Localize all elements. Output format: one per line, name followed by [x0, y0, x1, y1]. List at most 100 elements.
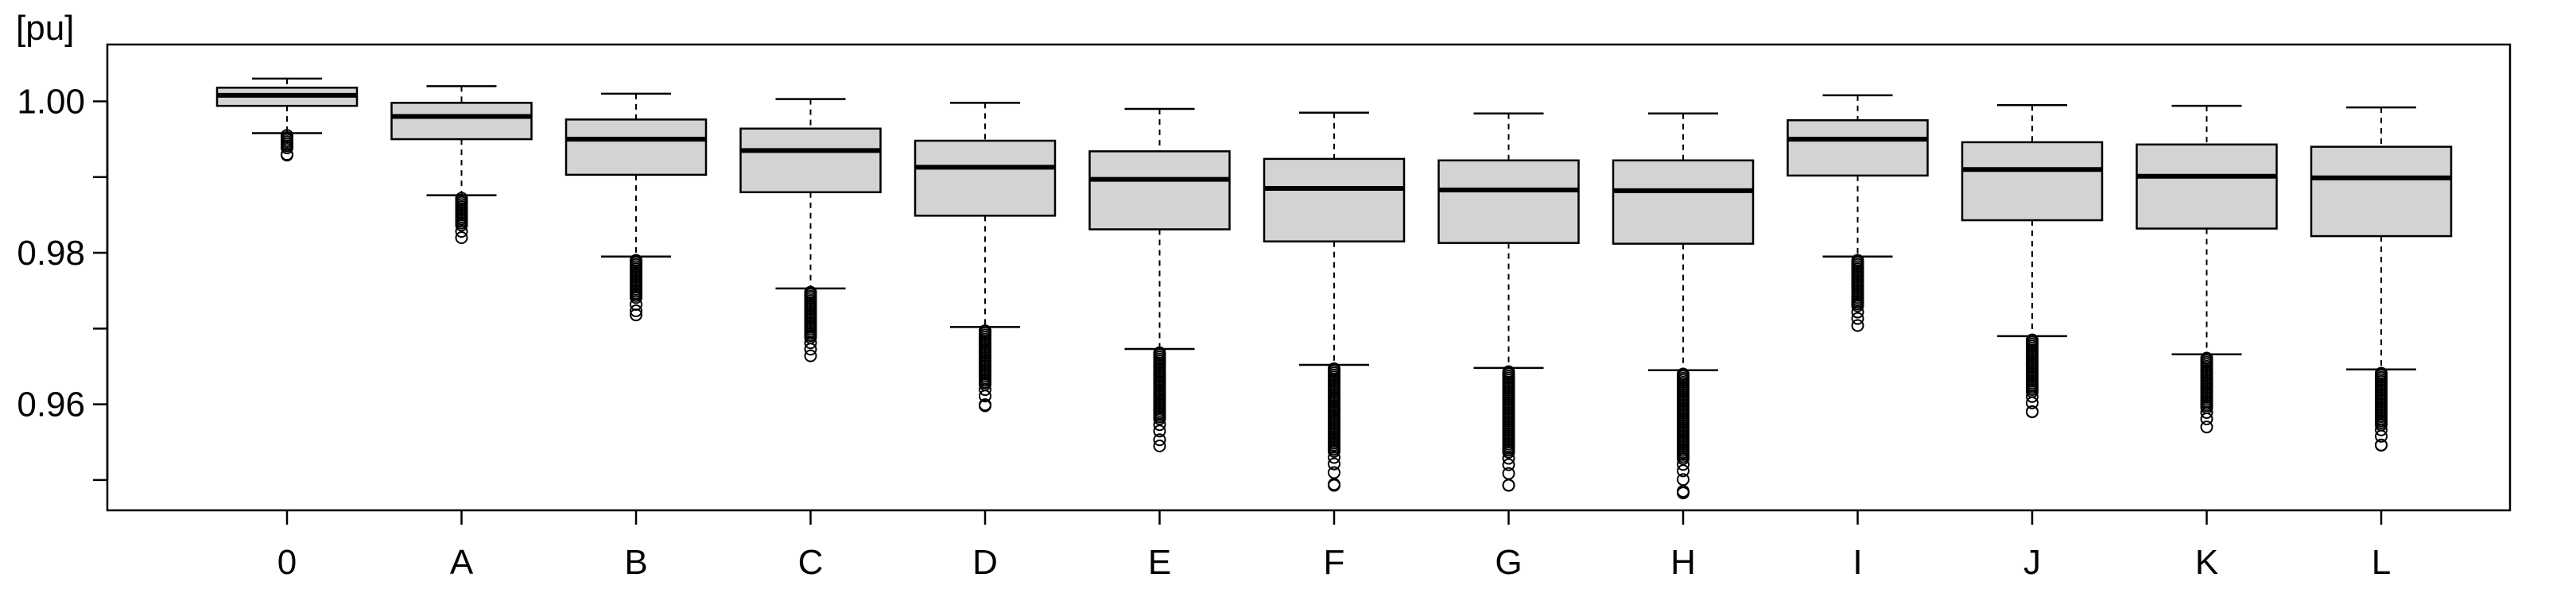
- outlier-point: [281, 149, 293, 162]
- box-J: [1961, 103, 2104, 419]
- box-G: [1437, 112, 1580, 492]
- iqr-box: [1787, 119, 1929, 177]
- outlier-point: [2375, 429, 2388, 443]
- outlier-point: [1153, 413, 1166, 426]
- y-tick-label: 0.98: [17, 234, 85, 273]
- outlier-point: [979, 390, 991, 403]
- outlier-point: [1677, 486, 1690, 500]
- outliers: [630, 254, 642, 322]
- iqr-box: [390, 102, 533, 141]
- outlier-point: [1502, 479, 1515, 492]
- x-tick-label: J: [2023, 543, 2041, 582]
- y-axis: 0.96 0.98 1.00: [17, 82, 109, 482]
- outlier-point: [2026, 405, 2039, 419]
- outliers: [1502, 365, 1515, 492]
- outlier-point: [1153, 418, 1166, 432]
- x-tick-label: C: [798, 543, 824, 582]
- iqr-box: [2310, 145, 2453, 238]
- outlier-point: [1677, 464, 1690, 478]
- outliers: [455, 192, 468, 244]
- outlier-point: [2200, 413, 2213, 426]
- outlier-point: [979, 383, 991, 397]
- iqr-box: [739, 127, 882, 194]
- x-tick-label: B: [624, 543, 647, 582]
- outlier-point: [1328, 457, 1340, 471]
- outlier-point: [1502, 452, 1515, 465]
- outlier-point: [1677, 458, 1690, 471]
- outlier-point: [2026, 396, 2039, 409]
- outlier-point: [1328, 479, 1340, 492]
- box-E: [1088, 107, 1231, 453]
- x-axis: 0 A B C D E F G H I J K L: [277, 510, 2391, 582]
- outlier-point: [281, 141, 293, 154]
- x-tick-label: E: [1148, 543, 1171, 582]
- outliers: [281, 129, 293, 162]
- outlier-point: [1851, 299, 1864, 312]
- outlier-point: [1153, 440, 1166, 453]
- outliers: [1851, 254, 1864, 332]
- outlier-point: [2200, 405, 2213, 419]
- outlier-point: [804, 336, 817, 350]
- outlier-point: [1502, 458, 1515, 471]
- box-C: [739, 98, 882, 362]
- iqr-box: [1961, 141, 2104, 222]
- box-B: [564, 92, 708, 322]
- outlier-point: [1328, 444, 1340, 458]
- box-A: [390, 85, 533, 244]
- outlier-point: [630, 304, 642, 318]
- outliers: [1328, 362, 1340, 492]
- outliers: [979, 324, 991, 413]
- x-tick-label: K: [2195, 543, 2218, 582]
- outlier-point: [2375, 423, 2388, 436]
- x-tick-label: G: [1495, 543, 1522, 582]
- outlier-point: [1153, 433, 1166, 447]
- outlier-point: [1851, 305, 1864, 319]
- x-tick-label: I: [1852, 543, 1862, 582]
- boxes: [215, 77, 2453, 500]
- x-tick-label: H: [1670, 543, 1696, 582]
- iqr-box: [1612, 159, 1755, 245]
- box-L: [2310, 106, 2453, 452]
- box-D: [914, 102, 1057, 413]
- outlier-point: [455, 219, 468, 232]
- y-tick-label: 1.00: [17, 82, 85, 121]
- y-axis-unit-label: [pu]: [16, 9, 74, 48]
- outlier-point: [804, 349, 817, 362]
- outlier-point: [455, 231, 468, 244]
- outlier-point: [2200, 421, 2213, 434]
- outlier-point: [1677, 452, 1690, 466]
- outlier-point: [1153, 424, 1166, 438]
- outlier-point: [1502, 446, 1515, 459]
- outliers: [2026, 333, 2039, 419]
- x-tick-label: A: [450, 543, 474, 582]
- x-tick-label: 0: [277, 543, 297, 582]
- iqr-box: [1263, 157, 1406, 242]
- outliers: [1153, 346, 1166, 453]
- outlier-point: [455, 225, 468, 238]
- box-I: [1787, 94, 1929, 332]
- y-tick-label: 0.96: [17, 386, 85, 424]
- iqr-box: [914, 139, 1057, 217]
- x-tick-label: D: [972, 543, 998, 582]
- box-0: [215, 77, 359, 162]
- outlier-point: [2026, 390, 2039, 403]
- x-tick-label: L: [2372, 543, 2391, 582]
- outliers: [804, 285, 817, 362]
- outliers: [2375, 366, 2388, 452]
- outlier-point: [630, 308, 642, 322]
- outlier-point: [1851, 319, 1864, 332]
- x-tick-label: F: [1324, 543, 1345, 582]
- box-K: [2136, 104, 2278, 434]
- outliers: [2200, 351, 2213, 434]
- iqr-box: [2136, 143, 2278, 230]
- outlier-point: [2375, 439, 2388, 452]
- iqr-box: [564, 118, 708, 176]
- outlier-point: [630, 291, 642, 304]
- outliers: [1677, 367, 1690, 500]
- outlier-point: [804, 343, 817, 356]
- outlier-point: [1328, 451, 1340, 464]
- box-H: [1612, 112, 1755, 500]
- iqr-box: [1437, 159, 1580, 244]
- box-F: [1263, 111, 1406, 492]
